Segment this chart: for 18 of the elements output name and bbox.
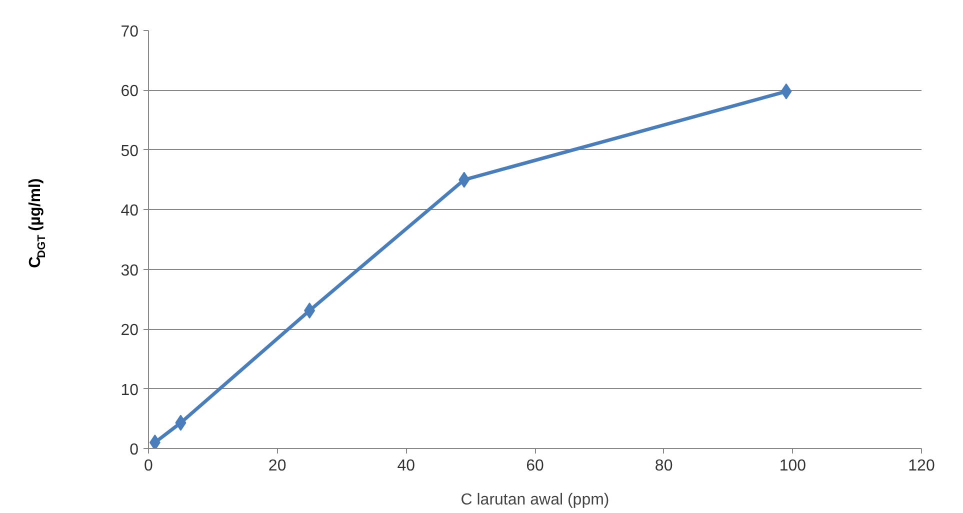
x-tick-label: 40	[397, 458, 416, 474]
y-axis-title: CDGT (µg/ml)	[27, 178, 48, 268]
y-tick-label: 60	[120, 83, 139, 100]
x-tick-label: 120	[908, 458, 935, 474]
x-tick-label: 80	[654, 458, 673, 474]
y-tick-label: 30	[120, 262, 139, 280]
y-tick-label: 70	[120, 24, 139, 40]
y-tick-label: 20	[120, 322, 139, 340]
x-tick-label: 60	[526, 458, 544, 474]
x-tick-label: 20	[268, 458, 286, 474]
x-axis-title: C larutan awal (ppm)	[460, 492, 610, 508]
y-tick-label: 0	[130, 442, 139, 458]
x-tick-label: 100	[779, 458, 806, 474]
y-tick-label: 40	[120, 202, 139, 220]
y-tick-label: 50	[120, 142, 139, 160]
x-tick-label: 0	[144, 458, 154, 474]
y-tick-label: 10	[120, 382, 139, 399]
point	[149, 434, 160, 448]
